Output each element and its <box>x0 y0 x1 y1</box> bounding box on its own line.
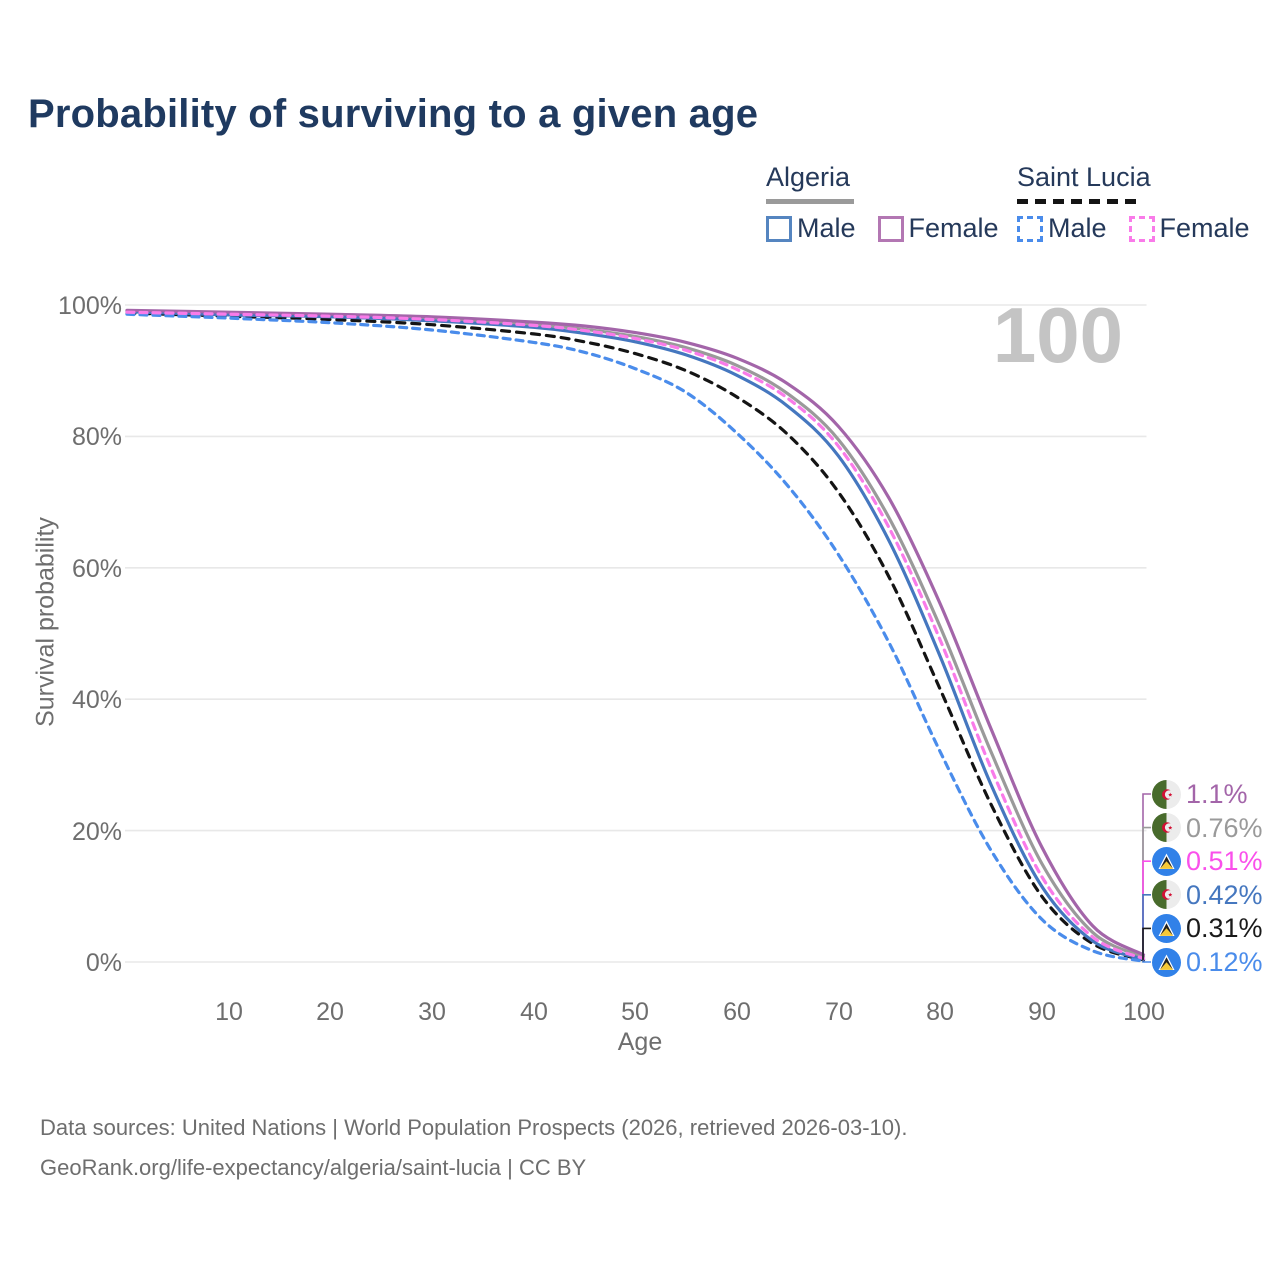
curve-algeria-both-sexes[interactable] <box>125 309 1146 959</box>
end-label-connector-algeria-female <box>1142 793 1151 955</box>
y-tick-label-40%: 40% <box>71 686 122 714</box>
legend-underline-dashed <box>1017 199 1143 204</box>
legend-country-algeria: Algeria <box>766 162 851 192</box>
legend-swatch-saint-lucia-male[interactable] <box>1017 215 1043 242</box>
curve-saint-lucia-both-sexes[interactable] <box>125 311 1146 962</box>
x-tick-label-30: 30 <box>418 998 446 1026</box>
end-label-connector-saint-lucia-male <box>1142 961 1151 963</box>
curve-algeria-female[interactable] <box>125 308 1146 957</box>
y-tick-label-80%: 80% <box>71 423 122 451</box>
end-label-connector-saint-lucia-both-sexes <box>1142 927 1151 960</box>
curve-algeria-male[interactable] <box>125 310 1146 961</box>
end-value-label-saint-lucia-male: 0.12% <box>1186 947 1263 977</box>
x-tick-label-40: 40 <box>520 998 548 1026</box>
legend-underline-solid <box>766 199 854 204</box>
footer-note: Data sources: United Nations | World Pop… <box>40 1108 907 1188</box>
legend-label-saint-lucia-female: Female <box>1159 213 1250 243</box>
algeria-flag-icon <box>1152 813 1181 842</box>
footer-attribution: GeoRank.org/life-expectancy/algeria/sain… <box>40 1155 587 1180</box>
age-watermark: 100 <box>992 291 1124 379</box>
saint-lucia-flag-icon <box>1152 914 1181 943</box>
x-tick-label-100: 100 <box>1123 998 1165 1026</box>
legend-label-algeria-male: Male <box>797 213 856 243</box>
end-label-connector-algeria-both-sexes <box>1142 826 1151 957</box>
saint-lucia-flag-icon <box>1152 948 1181 977</box>
y-tick-label-100%: 100% <box>58 292 122 320</box>
legend-swatch-saint-lucia-female[interactable] <box>1128 215 1155 242</box>
footer-data-sources: Data sources: United Nations | World Pop… <box>40 1115 908 1140</box>
end-value-label-saint-lucia-both-sexes: 0.31% <box>1186 913 1263 943</box>
x-tick-label-20: 20 <box>316 998 344 1026</box>
x-tick-label-90: 90 <box>1028 998 1056 1026</box>
y-tick-label-0%: 0% <box>85 949 122 977</box>
y-tick-label-20%: 20% <box>71 818 122 846</box>
algeria-flag-icon <box>1152 780 1181 809</box>
legend-label-saint-lucia-male: Male <box>1048 213 1107 243</box>
curve-saint-lucia-female[interactable] <box>125 310 1146 961</box>
legend-group-saint-lucia: Saint Lucia Male Female <box>1017 162 1272 244</box>
legend-country-saint-lucia: Saint Lucia <box>1017 162 1151 192</box>
y-tick-label-60%: 60% <box>71 555 122 583</box>
end-label-connector-saint-lucia-female <box>1142 860 1151 959</box>
x-tick-label-60: 60 <box>723 998 751 1026</box>
curve-saint-lucia-male[interactable] <box>125 312 1146 963</box>
end-label-connector-algeria-male <box>1142 893 1151 960</box>
page-title: Probability of surviving to a given age <box>28 92 759 136</box>
saint-lucia-flag-icon <box>1152 847 1181 876</box>
x-tick-label-70: 70 <box>825 998 853 1026</box>
x-tick-label-80: 80 <box>926 998 954 1026</box>
x-axis-title: Age <box>617 1028 663 1056</box>
legend-label-algeria-female: Female <box>908 213 999 243</box>
end-value-label-algeria-female: 1.1% <box>1186 779 1248 809</box>
legend-group-algeria: Algeria Male Female <box>766 162 1021 244</box>
x-tick-label-50: 50 <box>621 998 649 1026</box>
end-value-label-saint-lucia-female: 0.51% <box>1186 846 1263 876</box>
x-tick-label-10: 10 <box>215 998 243 1026</box>
end-value-label-algeria-male: 0.42% <box>1186 880 1263 910</box>
end-value-label-algeria-both-sexes: 0.76% <box>1186 813 1263 843</box>
legend-swatch-algeria-female[interactable] <box>877 215 904 242</box>
algeria-flag-icon <box>1152 880 1181 909</box>
legend-swatch-algeria-male[interactable] <box>766 215 792 242</box>
